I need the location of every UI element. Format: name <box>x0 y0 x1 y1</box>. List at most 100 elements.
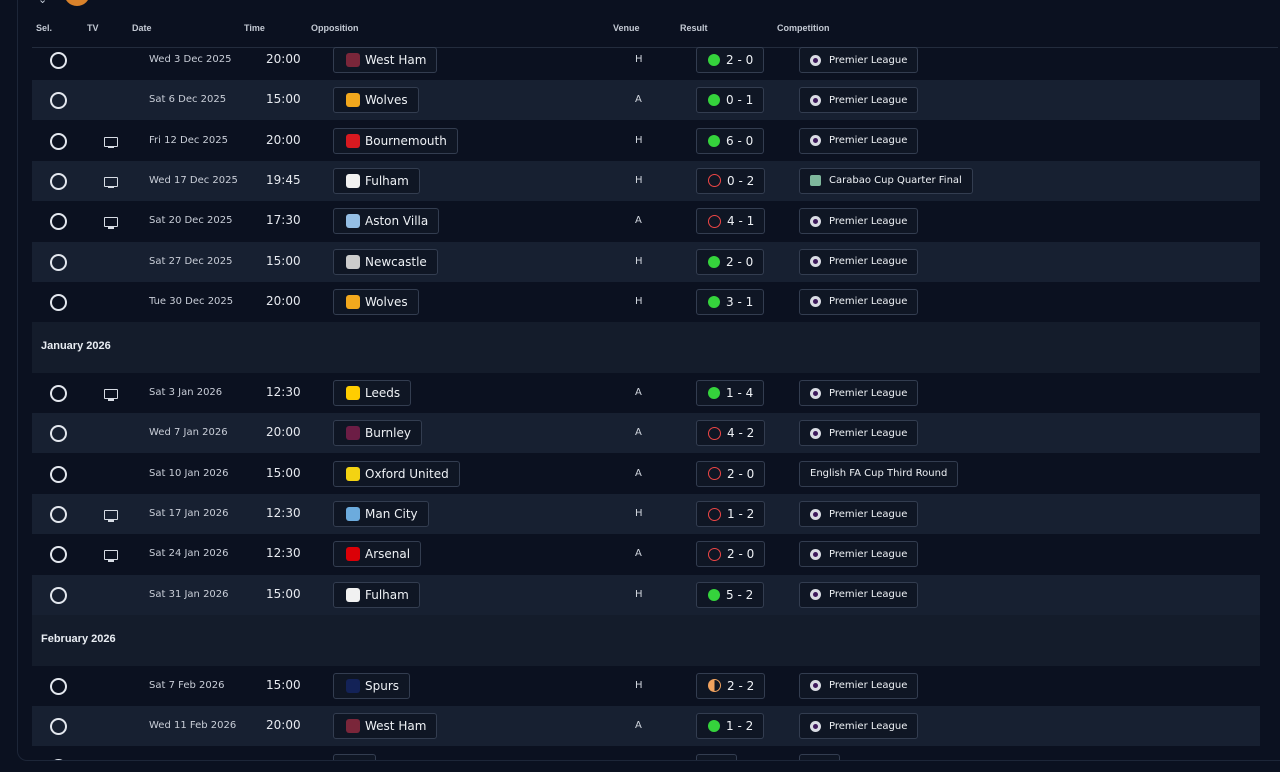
table-row[interactable]: Sat 31 Jan 2026 15:00 Fulham H 5 - 2 Premier … <box>32 574 1260 615</box>
competition-chip[interactable]: Premier League <box>799 87 919 114</box>
select-radio[interactable] <box>50 586 67 604</box>
select-radio[interactable] <box>50 677 67 695</box>
result-chip[interactable]: 4 - 1 <box>696 208 766 235</box>
table-row[interactable]: Sat 3 Jan 2026 12:30 Leeds A 1 - 4 Premier Le… <box>32 373 1260 413</box>
table-row[interactable]: Sat 20 Dec 2025 17:30 Aston Villa A 4 - 1 Pre… <box>32 201 1260 241</box>
match-date: Wed 11 Feb 2026 <box>149 720 237 732</box>
table-row[interactable]: Fri 12 Dec 2025 20:00 Bournemouth H 6 - 0 Pre… <box>32 121 1260 161</box>
select-radio[interactable] <box>50 172 67 190</box>
competition-chip[interactable]: Premier League <box>799 208 919 235</box>
competition-chip[interactable]: Premier League <box>799 501 919 527</box>
table-row[interactable]: Wed 3 Dec 2025 20:00 West Ham H 2 - 0 Premier… <box>32 40 1260 80</box>
opposition-chip[interactable] <box>333 753 376 760</box>
select-radio[interactable] <box>50 213 67 231</box>
select-radio[interactable] <box>50 293 67 311</box>
opposition-chip[interactable]: Burnley <box>333 420 422 447</box>
competition-chip[interactable]: Premier League <box>799 288 919 315</box>
table-row[interactable]: Wed 7 Jan 2026 20:00 Burnley A 4 - 2 Premier … <box>32 413 1260 454</box>
col-competition[interactable]: Competition <box>777 23 830 33</box>
opposition-chip[interactable]: Spurs <box>333 672 411 699</box>
draw-indicator-icon <box>708 679 721 693</box>
competition-chip[interactable]: Premier League <box>799 47 919 73</box>
table-row[interactable]: Sat 24 Jan 2026 12:30 Arsenal A 2 - 0 Premier… <box>32 534 1260 574</box>
competition-chip[interactable]: Premier League <box>799 420 919 447</box>
competition-name: Premier League <box>829 94 908 106</box>
opposition-name: Arsenal <box>365 547 411 562</box>
competition-chip[interactable]: Premier League <box>799 248 919 275</box>
opposition-chip[interactable]: Fulham <box>333 581 420 608</box>
result-chip[interactable]: 2 - 0 <box>696 47 765 73</box>
result-chip[interactable]: 6 - 0 <box>696 127 765 154</box>
competition-chip[interactable]: Premier League <box>799 380 919 407</box>
competition-name: Premier League <box>829 256 908 267</box>
competition-chip[interactable]: Premier League <box>799 127 919 154</box>
table-row[interactable]: Sat 6 Dec 2025 15:00 Wolves A 0 - 1 Premier L… <box>32 80 1260 121</box>
result-chip[interactable]: 1 - 4 <box>696 380 765 407</box>
premier-league-icon <box>810 427 821 439</box>
opposition-chip[interactable]: Wolves <box>333 87 419 114</box>
competition-chip[interactable]: Premier League <box>799 713 919 740</box>
select-radio[interactable] <box>50 425 67 443</box>
select-radio[interactable] <box>50 253 67 271</box>
result-chip[interactable]: 1 - 2 <box>696 713 765 740</box>
competition-chip[interactable] <box>799 753 840 760</box>
opposition-chip[interactable]: Aston Villa <box>333 208 440 235</box>
opposition-chip[interactable]: Arsenal <box>333 541 422 568</box>
select-radio[interactable] <box>50 52 67 69</box>
opposition-chip[interactable]: Oxford United <box>333 460 460 487</box>
result-chip[interactable]: 3 - 1 <box>696 288 765 315</box>
table-row[interactable] <box>32 747 1260 762</box>
select-radio[interactable] <box>50 385 67 403</box>
table-row[interactable]: Sat 27 Dec 2025 15:00 Newcastle H 2 - 0 Premi… <box>32 241 1260 282</box>
chevron-down-icon[interactable]: ⌄ <box>38 0 47 6</box>
competition-chip[interactable]: Premier League <box>799 672 919 699</box>
team-crest-icon <box>346 173 360 188</box>
tv-icon <box>104 510 118 522</box>
opposition-chip[interactable]: Man City <box>333 501 429 527</box>
col-result[interactable]: Result <box>680 23 708 33</box>
result-chip[interactable]: 2 - 0 <box>696 541 766 568</box>
table-row[interactable]: Sat 7 Feb 2026 15:00 Spurs H 2 - 2 Premier Le… <box>32 666 1260 706</box>
opposition-chip[interactable]: West Ham <box>333 713 438 740</box>
result-chip[interactable]: 2 - 0 <box>696 460 766 487</box>
table-row[interactable]: Wed 17 Dec 2025 19:45 Fulham H 0 - 2 Carabao … <box>32 160 1260 201</box>
select-radio[interactable] <box>50 132 67 150</box>
select-radio[interactable] <box>50 92 67 110</box>
col-tv[interactable]: TV <box>87 23 99 33</box>
col-date[interactable]: Date <box>132 23 152 33</box>
result-chip[interactable]: 5 - 2 <box>696 581 765 608</box>
select-radio[interactable] <box>50 506 67 523</box>
select-radio[interactable] <box>50 465 67 483</box>
select-radio[interactable] <box>50 718 67 736</box>
result-chip[interactable]: 2 - 0 <box>696 248 765 275</box>
table-row[interactable]: Tue 30 Dec 2025 20:00 Wolves H 3 - 1 Premier … <box>32 282 1260 322</box>
select-radio[interactable] <box>50 758 67 760</box>
competition-chip[interactable]: Premier League <box>799 541 919 568</box>
col-time[interactable]: Time <box>244 23 265 33</box>
col-sel[interactable]: Sel. <box>36 23 53 33</box>
opposition-chip[interactable]: West Ham <box>333 47 438 73</box>
result-chip[interactable]: 2 - 2 <box>696 672 766 699</box>
opposition-chip[interactable]: Fulham <box>333 167 420 194</box>
opposition-chip[interactable]: Leeds <box>333 380 412 407</box>
result-chip[interactable]: 1 - 2 <box>696 501 766 527</box>
col-opposition[interactable]: Opposition <box>311 23 359 33</box>
table-row[interactable]: Sat 10 Jan 2026 15:00 Oxford United A 2 - 0 E… <box>32 454 1260 494</box>
result-chip[interactable]: 0 - 2 <box>696 167 766 194</box>
select-radio[interactable] <box>50 546 67 564</box>
competition-chip[interactable]: Carabao Cup Quarter Final <box>799 167 973 194</box>
win-indicator-icon <box>708 761 720 762</box>
result-chip[interactable]: 4 - 2 <box>696 420 766 447</box>
competition-chip[interactable]: Premier League <box>799 581 919 608</box>
opposition-name: Newcastle <box>365 254 427 269</box>
month-title: January 2026 <box>41 340 111 353</box>
competition-chip[interactable]: English FA Cup Third Round <box>799 460 959 487</box>
result-chip[interactable]: 0 - 1 <box>696 87 765 114</box>
result-chip[interactable] <box>696 753 737 762</box>
col-venue[interactable]: Venue <box>613 23 640 33</box>
table-row[interactable]: Sat 17 Jan 2026 12:30 Man City H 1 - 2 Premie… <box>32 494 1260 534</box>
opposition-chip[interactable]: Newcastle <box>333 248 438 275</box>
opposition-chip[interactable]: Bournemouth <box>333 127 458 154</box>
opposition-chip[interactable]: Wolves <box>333 288 419 315</box>
table-row[interactable]: Wed 11 Feb 2026 20:00 West Ham A 1 - 2 Premie… <box>32 706 1260 747</box>
